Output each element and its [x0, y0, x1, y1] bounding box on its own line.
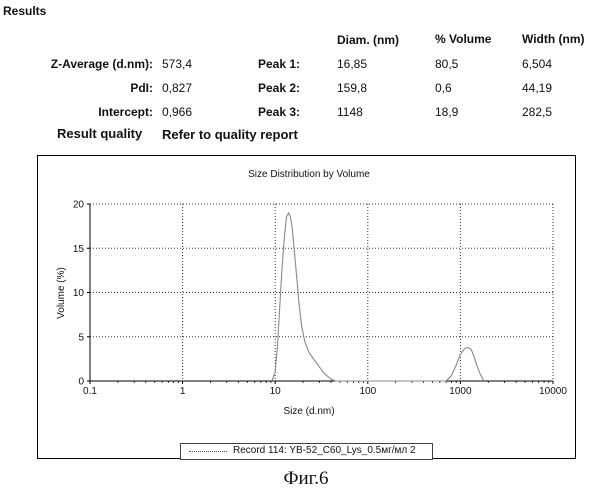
peak-1-volume: 80,5 [435, 57, 458, 71]
result-quality-label: Result quality [57, 126, 142, 141]
axes [87, 204, 553, 384]
pdi-label: PdI: [20, 81, 153, 95]
series-layer [272, 213, 484, 381]
grid [90, 204, 553, 381]
peak-1-label: Peak 1: [258, 57, 300, 71]
column-header-width: Width (nm) [522, 32, 585, 46]
x-tick-label: 10000 [539, 386, 567, 397]
y-tick-label: 20 [73, 200, 85, 211]
peak-3-volume: 18,9 [435, 105, 458, 119]
peak-2-volume: 0,6 [435, 81, 452, 95]
y-tick-label: 15 [73, 244, 85, 255]
peak-1-diam: 16,85 [337, 57, 367, 71]
intercept-label: Intercept: [20, 105, 153, 119]
x-tick-label: 0.1 [83, 386, 97, 397]
y-axis-label: Volume (%) [56, 267, 67, 319]
pdi-value: 0,827 [162, 81, 192, 95]
column-header-volume: % Volume [435, 32, 491, 46]
y-tick-label: 10 [73, 288, 85, 299]
result-quality-value: Refer to quality report [162, 127, 298, 142]
peak-3-label: Peak 3: [258, 105, 300, 119]
intercept-value: 0,966 [162, 105, 192, 119]
x-tick-label: 100 [359, 386, 376, 397]
legend-line-swatch [189, 451, 227, 452]
peak-3-diam: 1148 [337, 105, 363, 119]
results-heading: Results [3, 4, 46, 18]
x-axis-label: Size (d.nm) [283, 406, 334, 417]
peak-1-width: 6,504 [522, 57, 552, 71]
y-tick-label: 0 [78, 377, 84, 388]
x-tick-label: 10 [270, 386, 282, 397]
x-tick-label: 1 [180, 386, 186, 397]
chart-panel: Size Distribution by Volume 0.1110100100… [37, 155, 576, 459]
chart-legend: Record 114: YB-52_C60_Lys_0.5мг/мл 2 [180, 443, 433, 460]
peak-2-diam: 159,8 [337, 81, 367, 95]
column-header-diam: Diam. (nm) [337, 33, 399, 47]
peak-2-width: 44,19 [522, 81, 552, 95]
figure-caption: Фиг.6 [0, 468, 612, 490]
y-tick-label: 5 [78, 332, 84, 343]
series-line [272, 213, 484, 381]
legend-entry: Record 114: YB-52_C60_Lys_0.5мг/мл 2 [233, 445, 416, 456]
z-average-value: 573,4 [162, 57, 192, 71]
x-tick-label: 1000 [449, 386, 472, 397]
peak-2-label: Peak 2: [258, 81, 300, 95]
peak-3-width: 282,5 [522, 105, 552, 119]
size-distribution-chart: Size Distribution by Volume 0.1110100100… [38, 156, 575, 458]
z-average-label: Z-Average (d.nm): [20, 57, 153, 71]
chart-title: Size Distribution by Volume [248, 169, 370, 180]
